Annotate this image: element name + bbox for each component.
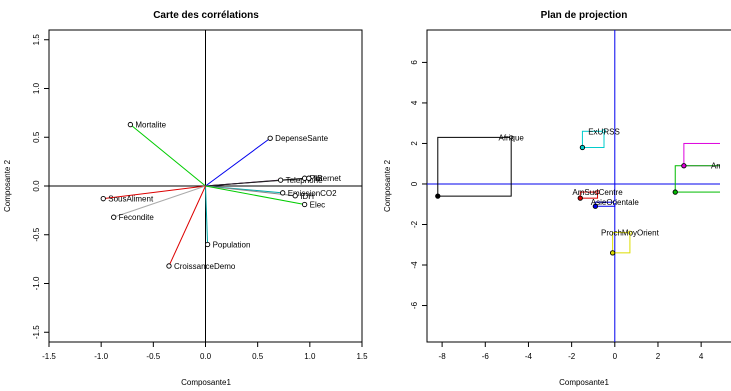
- data-point: [166, 263, 172, 269]
- group-point: [592, 203, 599, 209]
- chart-title: Plan de projection: [541, 10, 628, 21]
- group-label: Afrique: [499, 133, 525, 142]
- group-anchor: [509, 135, 514, 140]
- point-label: CroissanceDemo: [174, 262, 236, 271]
- group-point: [681, 163, 687, 169]
- group-label: AmerNord: [711, 162, 731, 171]
- y-tick-label: -1.0: [32, 276, 41, 290]
- group-anchor: [627, 230, 632, 235]
- data-point: [267, 135, 273, 141]
- y-tick-label: 1.0: [32, 82, 41, 94]
- y-tick-label: -6: [410, 301, 419, 309]
- chart-title: Carte des corrélations: [153, 10, 259, 21]
- x-axis-label: Composante1: [181, 378, 231, 387]
- x-tick-label: 0.0: [200, 352, 212, 361]
- projection-chart: Plan de projection -8 -6 -4 -2 0 2 4 -6 -4 -2 0 2 4…: [383, 10, 731, 387]
- group-point: [577, 195, 583, 201]
- data-point: [306, 175, 312, 181]
- y-tick-label: -1.5: [32, 325, 41, 339]
- group-label: Asie: [726, 162, 731, 171]
- data-point: [292, 193, 298, 199]
- group-box: [579, 191, 599, 199]
- x-tick-label: -2: [568, 352, 576, 361]
- group-point: [579, 144, 586, 151]
- x-tick-label: 2: [656, 352, 661, 361]
- x-tick-label: 1.0: [304, 352, 316, 361]
- x-tick-label: -8: [439, 352, 447, 361]
- plot-frame: [426, 29, 731, 343]
- x-tick-label: 4: [699, 352, 704, 361]
- group-anchor: [728, 164, 731, 167]
- data-point: [277, 177, 284, 183]
- y-tick-label: 0: [410, 181, 419, 186]
- group-anchor: [612, 200, 617, 205]
- point-label: Internet: [314, 174, 342, 183]
- y-tick-label: 0.0: [32, 180, 41, 192]
- loading-vector: [205, 185, 296, 197]
- point-label: EmissionCO2: [288, 189, 337, 198]
- y-tick-label: 2: [410, 141, 419, 146]
- group-label: ProchMoyOrient: [601, 229, 660, 238]
- y-tick-label: 6: [410, 60, 419, 65]
- group-anchor: [595, 190, 600, 195]
- group-label: AmSudCentre: [572, 188, 623, 197]
- data-point: [100, 196, 106, 202]
- group-anchor: [602, 129, 607, 134]
- point-label: PIB: [310, 174, 323, 183]
- group-point: [609, 250, 616, 256]
- group-label: Europe: [725, 139, 731, 148]
- group-box: [581, 130, 605, 149]
- y-tick-label: -2: [410, 220, 419, 228]
- point-label: Elec: [310, 201, 326, 210]
- loading-vector: [205, 137, 271, 187]
- y-tick-label: 0.5: [32, 131, 41, 143]
- y-tick-label: 1.5: [32, 34, 41, 46]
- x-tick-label: 0: [613, 352, 618, 361]
- loading-vector: [205, 185, 305, 206]
- data-point: [111, 214, 117, 220]
- loading-vector: [205, 177, 309, 187]
- x-tick-label: -4: [525, 352, 533, 361]
- group-point: [672, 189, 678, 195]
- point-label: Fecondite: [119, 213, 155, 222]
- point-label: DepenseSante: [275, 134, 328, 143]
- x-tick-label: -0.5: [146, 352, 160, 361]
- data-point: [280, 190, 286, 196]
- point-label: Mortalite: [135, 121, 166, 130]
- group-box: [437, 136, 512, 197]
- group-point: [725, 166, 729, 170]
- loading-vector: [130, 124, 206, 187]
- data-point: [301, 201, 308, 208]
- y-axis-label: Composante 2: [383, 159, 392, 212]
- group-box: [683, 142, 720, 167]
- group-label: ExURSS: [588, 127, 620, 136]
- data-point: [204, 241, 211, 248]
- loading-vector: [168, 185, 206, 267]
- x-tick-label: -1.5: [42, 352, 56, 361]
- projection-marks: Afrique ExURSS Europe AsieAmerNord AmSudCent…: [427, 30, 731, 342]
- group-box: [727, 166, 731, 168]
- loading-vector: [205, 185, 209, 245]
- point-label: SousAliment: [108, 195, 154, 204]
- point-label: Population: [213, 241, 251, 250]
- group-box: [674, 165, 720, 193]
- y-tick-label: 4: [410, 100, 419, 105]
- x-axis-label: Composante1: [559, 378, 609, 387]
- x-tick-label: 1.5: [356, 352, 368, 361]
- loading-vector: [103, 185, 206, 200]
- group-point: [435, 193, 441, 199]
- x-tick-label: -1.0: [94, 352, 108, 361]
- group-box: [612, 232, 631, 254]
- y-tick-label: -4: [410, 261, 419, 269]
- group-label: AsieOrientale: [591, 198, 640, 207]
- loading-vector: [113, 185, 206, 218]
- correlation-chart: Carte des corrélations -1.5 -1.0 -0.5 0.0 0.…: [3, 10, 368, 387]
- point-label: IDH: [300, 192, 314, 201]
- y-axis-label: Composante 2: [3, 159, 12, 212]
- x-tick-label: 0.5: [252, 352, 264, 361]
- y-tick-label: -0.5: [32, 227, 41, 241]
- data-point: [127, 121, 134, 128]
- x-tick-label: -6: [482, 352, 490, 361]
